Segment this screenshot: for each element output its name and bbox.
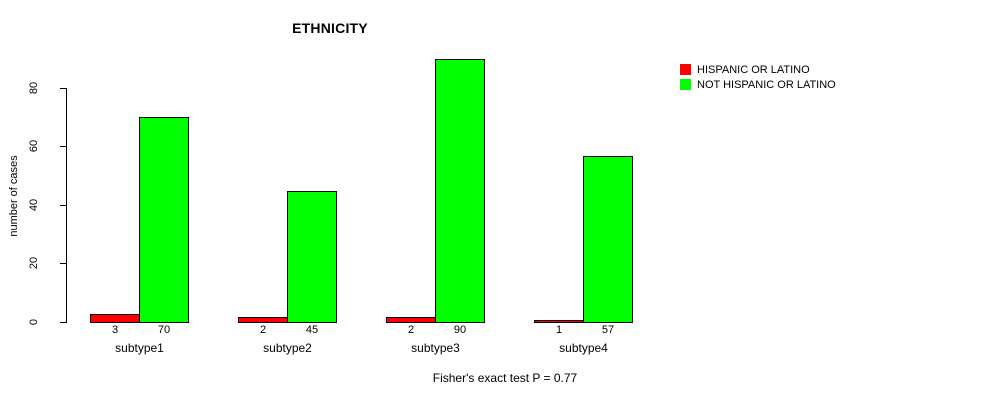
bar-count-subtype4-not-hispanic: 57 [601, 324, 615, 336]
legend-item-hispanic[interactable]: HISPANIC OR LATINO [680, 62, 836, 77]
bar-subtype3-not-hispanic[interactable] [435, 59, 485, 323]
bar-subtype3-hispanic[interactable] [386, 317, 436, 323]
bar-count-subtype2-hispanic: 2 [259, 324, 267, 336]
y-tick-20 [60, 263, 66, 264]
y-tick-80 [60, 88, 66, 89]
y-tick-label-20: 20 [14, 256, 54, 270]
group-label-subtype2: subtype2 [263, 341, 312, 355]
bar-count-subtype1-hispanic: 3 [111, 324, 119, 336]
y-tick-label-40: 40 [14, 198, 54, 212]
bar-count-subtype2-not-hispanic: 45 [305, 324, 319, 336]
y-tick-40 [60, 205, 66, 206]
legend-swatch-hispanic-icon [680, 64, 691, 75]
y-tick-0 [60, 322, 66, 323]
bar-subtype4-hispanic[interactable] [534, 320, 584, 323]
footnote-fisher-test: Fisher's exact test P = 0.77 [432, 371, 578, 385]
chart-title: ETHNICITY [292, 20, 368, 36]
bar-subtype1-not-hispanic[interactable] [139, 117, 189, 323]
legend-swatch-not-hispanic-icon [680, 79, 691, 90]
legend-label-hispanic: HISPANIC OR LATINO [697, 63, 810, 76]
plot-area: 0 20 40 60 80 number of cases 3 70 subty… [8, 59, 633, 355]
bar-count-subtype3-not-hispanic: 90 [453, 324, 467, 336]
y-tick-label-0-text: 0 [28, 318, 40, 326]
legend-item-not-hispanic[interactable]: NOT HISPANIC OR LATINO [680, 77, 836, 92]
y-tick-label-80: 80 [14, 81, 54, 95]
group-label-subtype1: subtype1 [115, 341, 164, 355]
bar-subtype2-hispanic[interactable] [238, 317, 288, 323]
y-tick-label-40-text: 40 [28, 198, 40, 212]
legend-label-not-hispanic: NOT HISPANIC OR LATINO [697, 78, 836, 91]
bar-count-subtype4-hispanic: 1 [555, 324, 563, 336]
bar-count-subtype3-hispanic: 2 [407, 324, 415, 336]
bar-subtype2-not-hispanic[interactable] [287, 191, 337, 323]
group-label-subtype4: subtype4 [559, 341, 608, 355]
bar-subtype4-not-hispanic[interactable] [583, 156, 633, 323]
bar-subtype1-hispanic[interactable] [90, 314, 140, 323]
y-tick-label-60-text: 60 [28, 139, 40, 153]
group-label-subtype3: subtype3 [411, 341, 460, 355]
y-tick-label-60: 60 [14, 139, 54, 153]
bar-count-subtype1-not-hispanic: 70 [157, 324, 171, 336]
y-tick-label-20-text: 20 [28, 256, 40, 270]
y-axis-title: number of cases [8, 155, 20, 237]
y-tick-60 [60, 146, 66, 147]
y-axis-line [66, 88, 67, 323]
y-tick-label-80-text: 80 [28, 81, 40, 95]
legend: HISPANIC OR LATINO NOT HISPANIC OR LATIN… [680, 62, 836, 92]
y-tick-label-0: 0 [14, 315, 54, 329]
